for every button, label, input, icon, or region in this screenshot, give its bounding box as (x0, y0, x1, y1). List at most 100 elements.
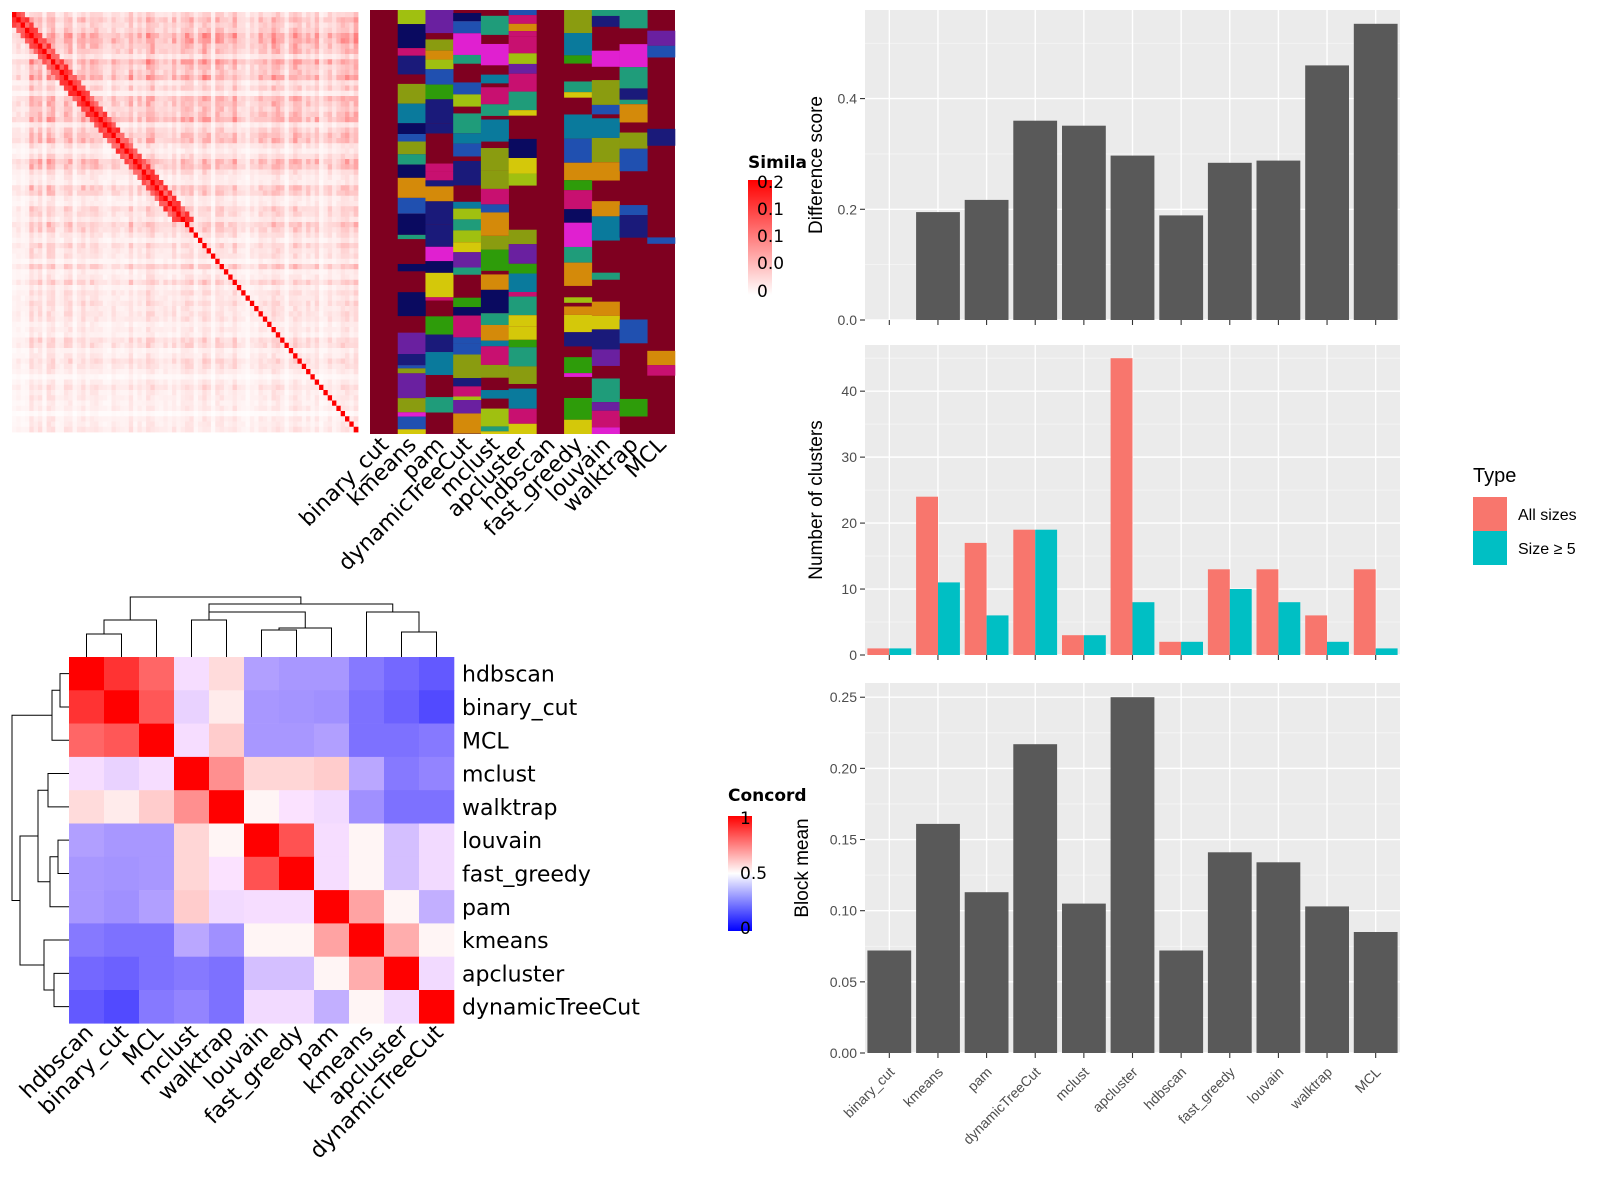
similarity-cell (254, 211, 259, 218)
similarity-cell (89, 101, 95, 107)
similarity-cell (254, 22, 259, 29)
similarity-cell (189, 269, 195, 275)
similarity-cell (345, 122, 350, 128)
similarity-cell (336, 180, 342, 186)
similarity-cell (46, 27, 52, 34)
similarity-cell (63, 64, 69, 71)
similarity-cell (20, 127, 26, 134)
similarity-cell (349, 153, 355, 160)
similarity-cell (185, 327, 190, 333)
similarity-cell (120, 38, 125, 44)
similarity-cell (81, 222, 86, 228)
similarity-cell (120, 290, 125, 296)
similarity-cell (349, 285, 355, 291)
similarity-cell (20, 201, 26, 207)
similarity-cell (159, 216, 164, 223)
similarity-cell (115, 164, 121, 170)
similarity-cell (102, 195, 108, 202)
similarity-cell (24, 300, 30, 307)
similarity-cell (254, 153, 259, 160)
similarity-cell (102, 190, 108, 197)
similarity-cell (81, 164, 86, 170)
similarity-cell (55, 295, 60, 302)
similarity-cell (29, 232, 35, 239)
similarity-cell (345, 269, 350, 275)
similarity-cell (180, 12, 186, 18)
similarity-cell (297, 90, 303, 97)
similarity-cell (262, 90, 268, 97)
similarity-cell (332, 90, 337, 97)
similarity-cell (245, 96, 251, 102)
similarity-cell (12, 264, 17, 270)
similarity-cell (29, 38, 35, 44)
similarity-cell (94, 69, 99, 76)
similarity-cell (180, 185, 186, 191)
similarity-cell (215, 274, 221, 281)
similarity-cell (12, 38, 17, 44)
similarity-cell (271, 269, 277, 275)
similarity-cell (340, 222, 346, 228)
similarity-cell (180, 169, 186, 176)
similarity-cell (332, 332, 337, 338)
similarity-cell (20, 106, 26, 113)
similarity-cell (314, 332, 320, 338)
similarity-cell (245, 132, 251, 139)
similarity-cell (68, 85, 73, 92)
similarity-cell (72, 337, 78, 344)
similarity-cell (332, 27, 337, 34)
similarity-cell (336, 33, 342, 39)
similarity-cell (340, 22, 346, 29)
similarity-cell (12, 106, 17, 113)
similarity-cell (55, 195, 60, 202)
similarity-cell (33, 216, 39, 223)
similarity-cell (42, 38, 48, 44)
similarity-cell (98, 201, 104, 207)
similarity-cell (120, 59, 125, 65)
similarity-cell (189, 122, 195, 128)
similarity-cell (72, 321, 78, 328)
similarity-cell (189, 117, 195, 123)
similarity-cell (202, 211, 208, 218)
similarity-cell (271, 201, 277, 207)
similarity-cell (167, 132, 173, 139)
similarity-cell (314, 258, 320, 265)
similarity-cell (306, 321, 311, 328)
similarity-cell (280, 264, 285, 270)
similarity-cell (37, 169, 43, 176)
similarity-cell (102, 185, 108, 191)
similarity-cell (37, 159, 43, 165)
similarity-cell (29, 143, 35, 149)
similarity-cell (336, 258, 342, 265)
similarity-cell (42, 248, 48, 254)
similarity-cell (310, 153, 316, 160)
similarity-cell (72, 96, 78, 102)
similarity-cell (267, 222, 272, 228)
similarity-cell (12, 216, 17, 223)
similarity-cell (262, 80, 268, 86)
similarity-cell (297, 243, 303, 249)
similarity-cell (176, 80, 182, 86)
similarity-cell (236, 12, 242, 18)
similarity-cell (20, 306, 26, 312)
similarity-cell (98, 75, 104, 81)
similarity-cell (275, 54, 281, 60)
similarity-cell (228, 321, 233, 328)
similarity-cell (55, 300, 60, 307)
similarity-cell (267, 279, 272, 286)
similarity-cell (167, 148, 173, 155)
similarity-cell (107, 122, 112, 128)
similarity-cell (146, 38, 151, 44)
similarity-cell (210, 222, 216, 228)
similarity-cell (102, 59, 108, 65)
similarity-cell (327, 27, 333, 34)
similarity-cell (297, 279, 303, 286)
similarity-cell (81, 258, 86, 265)
similarity-cell (349, 306, 355, 312)
similarity-cell (280, 59, 285, 65)
similarity-cell (72, 264, 78, 270)
similarity-cell (128, 227, 134, 233)
similarity-cell (16, 211, 22, 218)
similarity-cell (185, 321, 190, 328)
similarity-cell (24, 206, 30, 212)
similarity-cell (189, 327, 195, 333)
